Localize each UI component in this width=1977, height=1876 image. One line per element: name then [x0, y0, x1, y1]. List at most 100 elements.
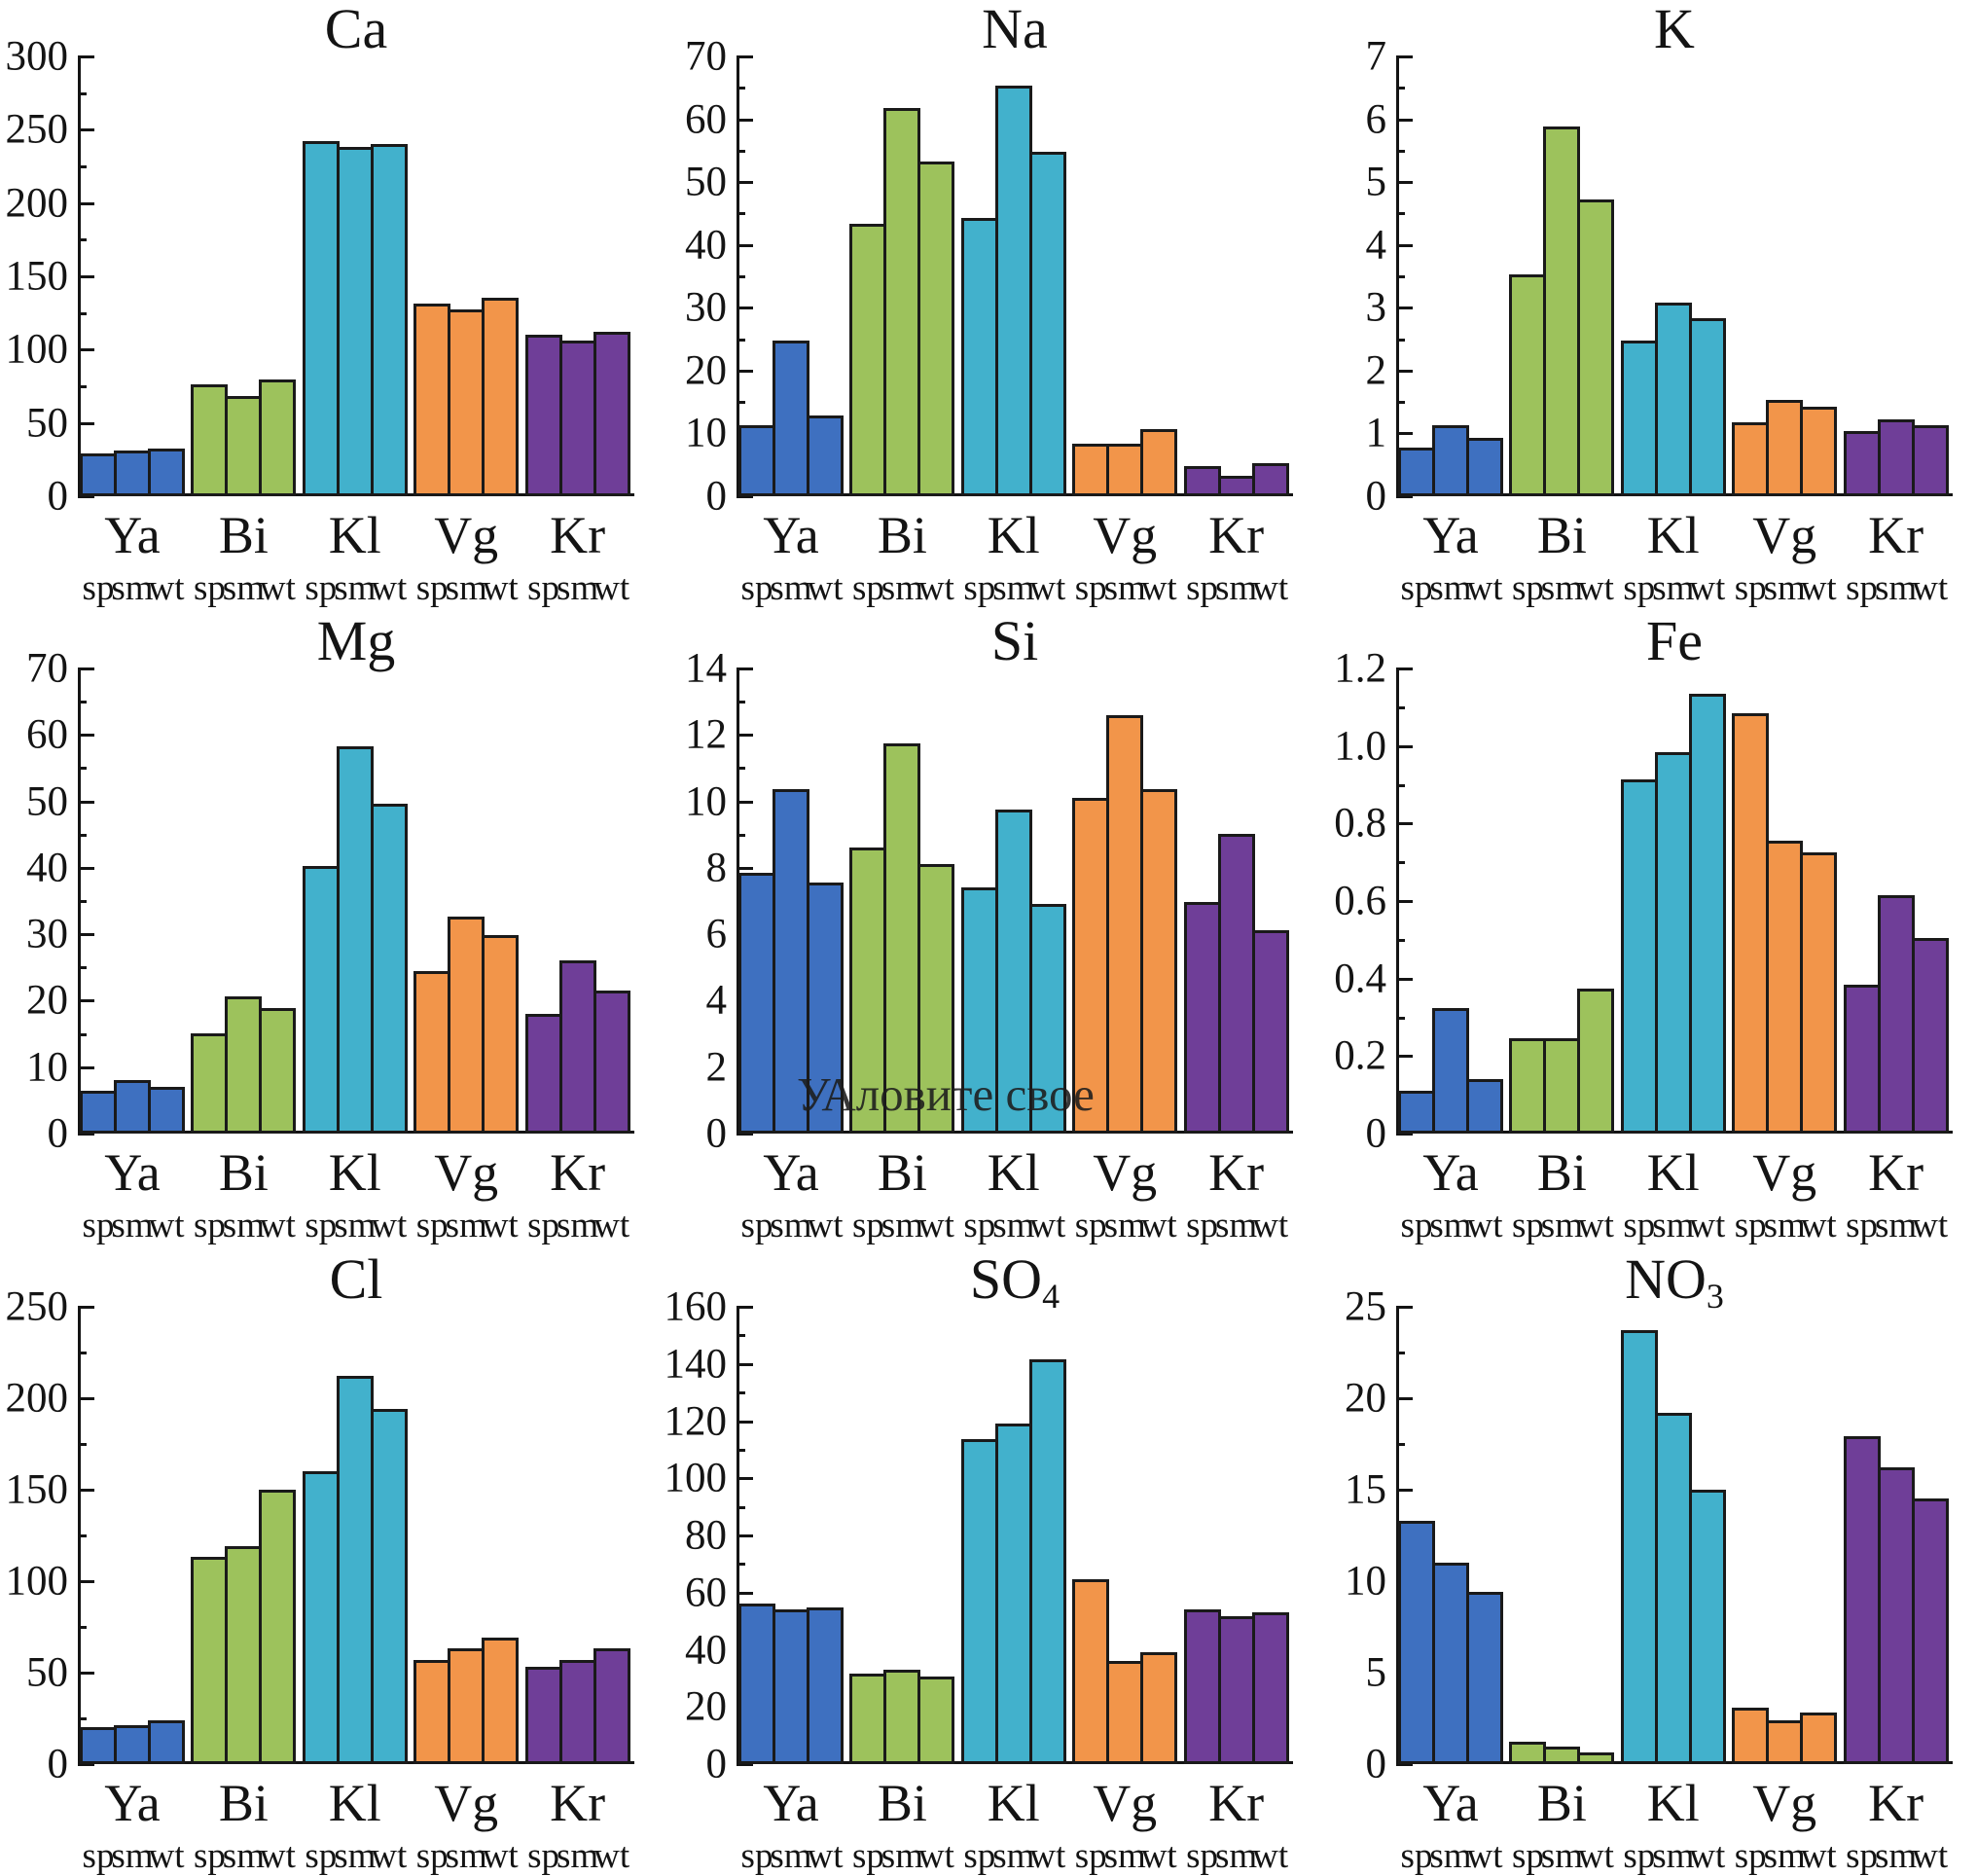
y-tick-label: 0 — [705, 1110, 728, 1157]
bar-Kl-wt — [1688, 318, 1726, 496]
bar-Kl-wt — [1028, 1359, 1066, 1764]
bar-Kl-sm — [1654, 1413, 1692, 1764]
y-tick-label: 4 — [1365, 222, 1387, 269]
y-minor-tick — [78, 833, 87, 837]
x-sub-label: wt — [259, 568, 296, 608]
x-sub-label: sm — [445, 1206, 487, 1245]
bar-Ya-sm — [114, 1080, 151, 1134]
y-tick-label: 70 — [26, 645, 68, 692]
bar-Bi-sm — [225, 996, 263, 1134]
x-group-label: Kl — [1646, 506, 1700, 564]
x-group-label: Ya — [1422, 1774, 1479, 1832]
plot-area: 0 50 100 150 200 250 300 sp sm wt Ya sp sm wt Bi sp sm wt… — [6, 36, 634, 607]
y-major-tick — [78, 999, 94, 1003]
bar-Bi-wt — [917, 162, 955, 496]
x-sub-label: wt — [1466, 568, 1503, 608]
bar-Ya-sm — [1432, 425, 1469, 496]
bar-Bi-sm — [883, 1670, 921, 1764]
x-sub-label: wt — [1140, 1206, 1177, 1245]
bar-Vg-wt — [1800, 407, 1838, 496]
chart-Na: Na 0 10 20 30 40 50 60 70 sp sm wt Ya sp sm wt Bi sp sm wt K… — [659, 0, 1317, 608]
x-sub-label: sm — [992, 568, 1035, 608]
x-group-label: Vg — [1093, 1774, 1158, 1832]
x-group-label: Bi — [877, 1143, 927, 1202]
x-group-label: Vg — [434, 506, 499, 564]
y-minor-tick — [1396, 87, 1405, 90]
chart-Fe: Fe 0 0.2 0.4 0.6 0.8 1.0 1.2 sp sm wt Ya sp sm wt Bi sp s… — [1318, 608, 1977, 1245]
x-sub-label: sp — [1734, 1206, 1767, 1245]
y-major-tick — [737, 495, 753, 498]
bar-Bi-wt — [1577, 1752, 1615, 1764]
y-tick-label: 60 — [685, 1569, 727, 1616]
bar-Ya-wt — [1466, 1079, 1503, 1134]
y-minor-tick — [1396, 401, 1405, 405]
y-tick-label: 40 — [26, 845, 68, 891]
y-major-tick — [78, 1489, 94, 1492]
bar-Kr-sm — [1217, 476, 1255, 496]
x-sub-label: sm — [445, 568, 487, 608]
y-tick-label: 0 — [705, 1741, 728, 1787]
bar-Bi-sp — [191, 1557, 229, 1764]
y-major-tick — [1396, 118, 1413, 122]
y-major-tick — [737, 667, 753, 670]
bar-Kr-sm — [558, 341, 596, 496]
bar-Vg-wt — [1800, 852, 1838, 1134]
bar-Kr-wt — [1251, 463, 1289, 496]
x-sub-label: sp — [1074, 568, 1107, 608]
x-sub-label: sm — [222, 1206, 265, 1245]
bar-Bi-sm — [883, 108, 921, 496]
y-tick-label: 300 — [5, 33, 69, 80]
x-sub-label: wt — [148, 1206, 185, 1245]
x-sub-label: wt — [917, 568, 954, 608]
y-major-tick — [78, 1065, 94, 1069]
x-sub-label: sm — [881, 1206, 923, 1245]
y-tick-label: 15 — [1345, 1466, 1386, 1513]
bar-Ya-sm — [773, 341, 809, 496]
x-sub-label: wt — [807, 568, 844, 608]
y-tick-label: 4 — [705, 977, 728, 1024]
x-group-label: Kl — [987, 1774, 1040, 1832]
x-group-label: Ya — [763, 1143, 819, 1202]
y-tick-label: 0.4 — [1334, 956, 1386, 1002]
bar-Bi-sp — [1509, 1038, 1547, 1134]
bar-Kr-wt — [593, 991, 630, 1134]
x-sub-label: wt — [371, 1206, 408, 1245]
chart-Mg: Mg 0 10 20 30 40 50 60 70 sp sm wt Ya sp sm wt Bi sp sm wt K… — [0, 608, 659, 1245]
y-minor-tick — [1396, 783, 1405, 787]
y-tick-label: 6 — [705, 911, 728, 957]
x-sub-label: sp — [1511, 1206, 1544, 1245]
y-minor-tick — [1396, 705, 1405, 709]
x-group-label: Ya — [1422, 506, 1479, 564]
chart-title: K — [1396, 0, 1953, 58]
bar-Kr-wt — [1911, 938, 1949, 1134]
bar-Bi-sp — [849, 1674, 887, 1764]
y-tick-label: 0 — [1365, 1110, 1387, 1157]
y-major-tick — [1396, 495, 1413, 498]
bar-Kr-sp — [1843, 431, 1881, 496]
chart-NO3: NO3 0 5 10 15 20 25 sp sm wt Ya sp sm wt Bi sp sm wt Kl sp s… — [1318, 1236, 1977, 1875]
plot-area: 0 1 2 3 4 5 6 7 sp sm wt Ya sp sm wt Bi sp sm wt Kl sp sm wt Vg… — [1366, 36, 1953, 607]
y-major-tick — [1396, 307, 1413, 310]
bar-Ya-wt — [148, 1087, 185, 1134]
chart-title-text: Ca — [324, 0, 388, 60]
bar-Kr-sm — [558, 960, 596, 1134]
y-tick-label: 10 — [685, 778, 727, 825]
x-sub-label: sp — [1623, 1206, 1656, 1245]
x-sub-label: sp — [740, 1206, 773, 1245]
y-minor-tick — [737, 401, 745, 405]
bar-Kr-sm — [1877, 1467, 1915, 1764]
chart-SO4: SO4 0 20 40 60 80 100 120 140 160 sp sm wt Ya sp sm wt Bi… — [659, 1236, 1317, 1875]
bar-Bi-sp — [849, 224, 887, 496]
bar-Bi-sm — [225, 396, 263, 496]
x-sub-label: sp — [1511, 568, 1544, 608]
x-sub-label: sp — [1400, 1206, 1433, 1245]
y-major-tick — [1396, 369, 1413, 373]
y-major-tick — [78, 866, 94, 870]
y-major-tick — [737, 55, 753, 58]
x-group-label: Kr — [1868, 1774, 1924, 1832]
x-sub-label: sm — [1429, 1206, 1472, 1245]
x-sub-label: sm — [557, 1206, 599, 1245]
bar-Vg-sp — [1072, 444, 1110, 496]
bar-Vg-sm — [1106, 715, 1144, 1134]
x-sub-label: wt — [1140, 568, 1177, 608]
